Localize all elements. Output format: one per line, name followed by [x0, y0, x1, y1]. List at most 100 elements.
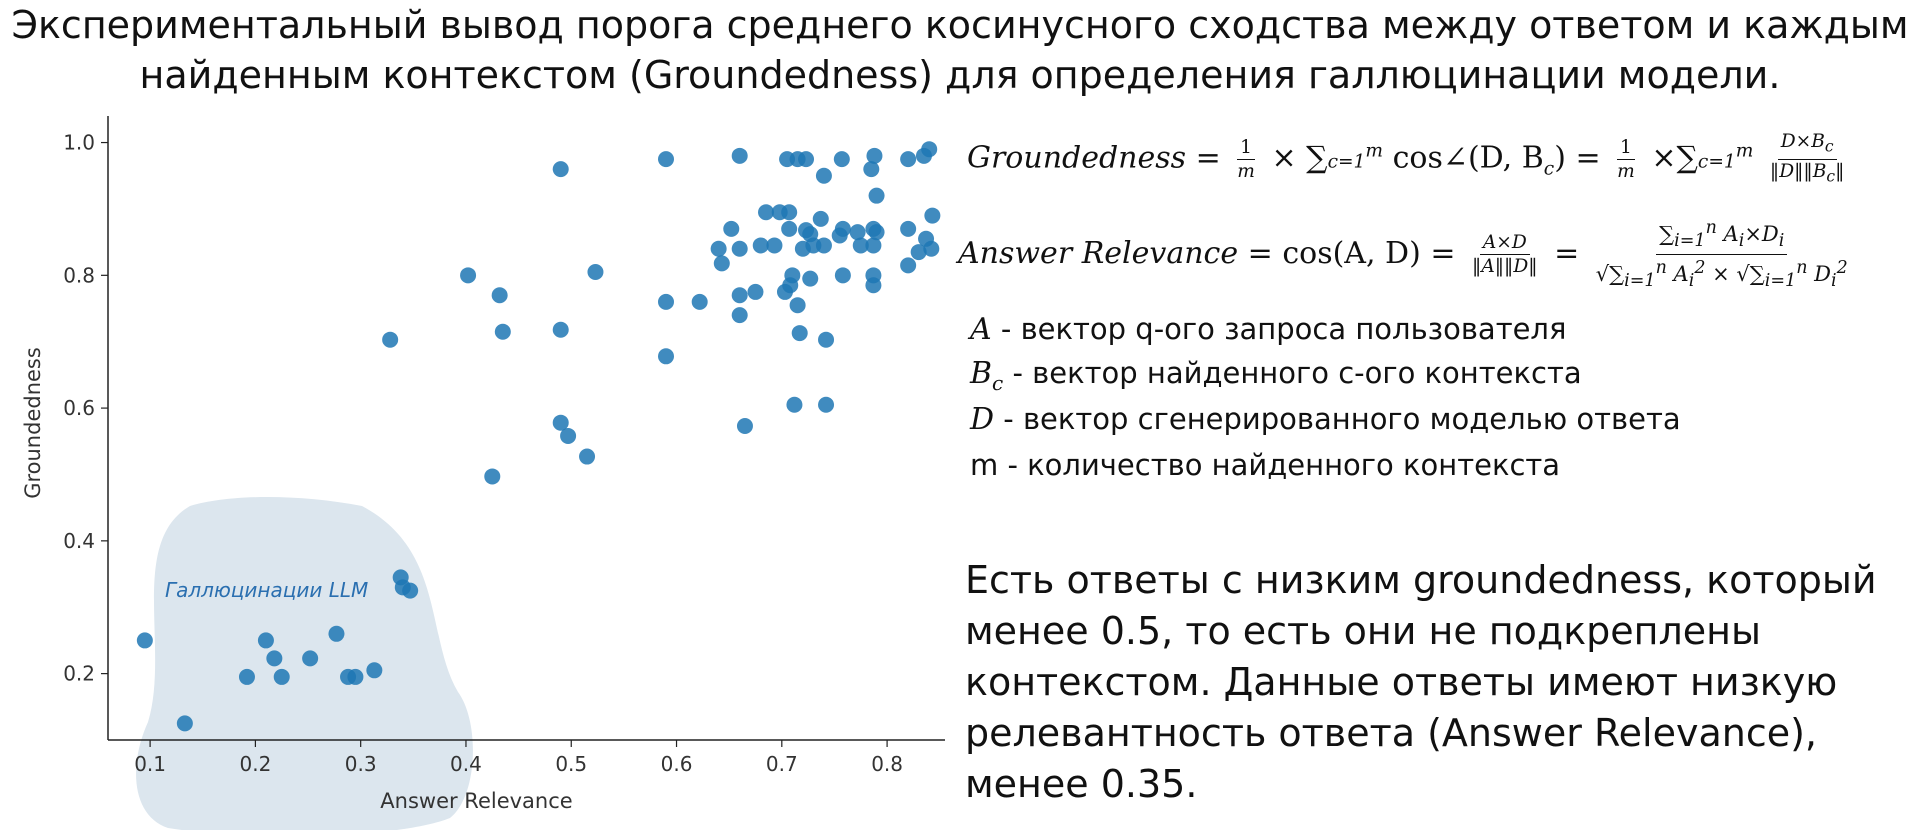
data-point [818, 396, 835, 413]
data-point [491, 287, 508, 304]
data-point [731, 287, 748, 304]
data-point [552, 414, 569, 431]
x-tick-label: 0.3 [345, 752, 377, 776]
data-point [658, 151, 674, 168]
hallucination-region-label: Галлюцинации LLM [165, 578, 368, 602]
answer-relevance-cos: cos(A, D) [1282, 235, 1421, 271]
data-point [802, 270, 819, 287]
data-point [176, 715, 193, 732]
data-point [691, 293, 708, 310]
data-point [833, 151, 850, 168]
data-point [791, 325, 808, 342]
cosine-fraction-expanded: ∑i=1n Ai×Di √∑i=1n Ai2 × √∑i=1n Di2 [1593, 215, 1851, 295]
data-point [865, 277, 882, 294]
data-point [723, 220, 740, 237]
data-point [731, 240, 748, 257]
answer-relevance-lhs: Answer Relevance [958, 235, 1239, 271]
data-point [713, 255, 730, 272]
data-point [863, 161, 880, 178]
data-point [781, 204, 798, 221]
data-point [257, 632, 274, 649]
data-point [900, 257, 917, 274]
x-tick-label: 0.7 [766, 752, 798, 776]
data-point [868, 187, 885, 204]
data-point [812, 210, 829, 227]
data-point [460, 267, 477, 284]
y-axis-label: Groundedness [21, 347, 45, 499]
data-point [747, 283, 764, 300]
data-point [910, 244, 927, 261]
y-tick-label: 0.6 [63, 396, 95, 420]
title-line-1: Экспериментальный вывод порога среднего … [11, 3, 1909, 47]
cosine-fraction-relevance: A×D ‖A‖‖D‖ [1472, 232, 1538, 278]
data-point [786, 396, 803, 413]
data-point [781, 220, 798, 237]
data-point [382, 331, 399, 348]
title-line-2: найденным контекстом (Groundedness) для … [139, 53, 1781, 97]
groundedness-lhs: Groundedness [967, 140, 1187, 176]
x-tick-label: 0.2 [239, 752, 271, 776]
x-tick-label: 0.5 [555, 752, 587, 776]
data-point [784, 267, 801, 284]
data-point [849, 224, 866, 241]
x-tick-label: 0.4 [450, 752, 482, 776]
data-point [865, 237, 882, 254]
answer-relevance-formula: Answer Relevance = cos(A, D) = A×D ‖A‖‖D‖… [958, 215, 1855, 295]
legend-item-bc: Bc - вектор найденного с-ого контекста [970, 356, 1582, 395]
data-point [552, 321, 569, 338]
data-point [302, 650, 319, 667]
x-axis-label: Answer Relevance [380, 789, 572, 813]
data-point [818, 331, 835, 348]
data-point [579, 448, 596, 465]
data-point [866, 147, 883, 164]
data-point [328, 625, 345, 642]
data-point [923, 240, 940, 257]
y-tick-label: 1.0 [63, 131, 95, 155]
x-tick-label: 0.6 [661, 752, 693, 776]
y-tick-label: 0.8 [63, 263, 95, 287]
groundedness-cos: cos∠(D, B [1392, 140, 1544, 176]
data-point [868, 224, 885, 241]
data-point [266, 650, 283, 667]
legend-item-d: D - вектор сгенерированного моделью отве… [970, 402, 1681, 437]
data-point [552, 161, 569, 178]
data-point [560, 427, 577, 444]
data-point [921, 141, 938, 158]
data-point [752, 237, 769, 254]
cosine-fraction-groundedness: D×Bc ‖D‖‖Bc‖ [1769, 131, 1845, 186]
data-point [736, 418, 753, 435]
data-point [852, 237, 869, 254]
y-tick-label: 0.2 [63, 662, 95, 686]
legend-item-a: A - вектор q-ого запроса пользователя [970, 312, 1567, 347]
data-point [834, 267, 851, 284]
data-point [758, 204, 775, 221]
slide-title: Экспериментальный вывод порога среднего … [0, 0, 1920, 100]
chart-axes: 0.1 0.2 0.3 0.4 0.5 0.6 0.7 0.8 0.2 0.4 0.6 0.8 1.0 A… [21, 116, 945, 813]
chart-points [136, 141, 941, 732]
data-point [366, 662, 383, 679]
data-point [815, 237, 832, 254]
data-point [798, 151, 815, 168]
data-point [402, 582, 419, 599]
data-point [900, 151, 917, 168]
data-point [815, 167, 832, 184]
data-point [587, 264, 604, 280]
data-point [658, 293, 674, 310]
data-point [900, 220, 917, 237]
data-point [766, 237, 783, 254]
data-point [834, 220, 851, 237]
y-tick-label: 0.4 [63, 529, 95, 553]
data-point [658, 348, 674, 365]
data-point [238, 668, 255, 685]
data-point [347, 668, 364, 685]
data-point [731, 307, 748, 324]
data-point [731, 147, 748, 164]
data-point [789, 297, 806, 314]
legend-item-m: m - количество найденного контекста [970, 448, 1561, 482]
x-tick-label: 0.1 [134, 752, 166, 776]
scatter-chart: Галлюцинации LLM 0.1 0.2 0.3 0.4 0.5 0.6 0.7 0.… [21, 116, 945, 830]
data-point [494, 323, 511, 340]
data-point [484, 468, 501, 485]
conclusion-note: Есть ответы с низким groundedness, котор… [965, 558, 1877, 806]
